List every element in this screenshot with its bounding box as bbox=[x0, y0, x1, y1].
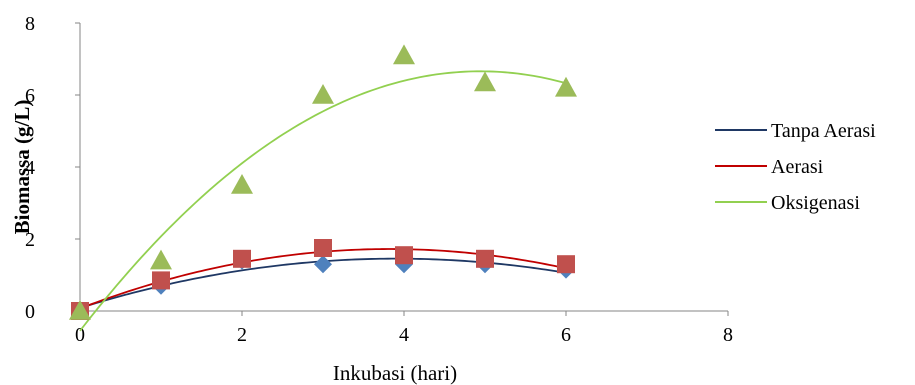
marker-aerasi bbox=[233, 249, 251, 268]
y-axis-title: Biomassa (g/L) bbox=[10, 100, 34, 235]
tick-labels: 0 2 4 6 8 0 2 4 6 8 bbox=[25, 13, 733, 346]
legend-label-tanpa-aerasi: Tanpa Aerasi bbox=[771, 120, 876, 142]
marker-tanpa-aerasi bbox=[314, 255, 332, 274]
marker-oksigenasi bbox=[474, 71, 496, 92]
marker-aerasi bbox=[476, 249, 494, 268]
marker-aerasi bbox=[152, 271, 170, 290]
y-tick-label: 6 bbox=[25, 85, 35, 107]
data-markers bbox=[69, 44, 577, 320]
marker-aerasi bbox=[395, 246, 413, 265]
legend-label-aerasi: Aerasi bbox=[771, 156, 824, 178]
marker-oksigenasi bbox=[555, 76, 577, 97]
x-tick-label: 8 bbox=[723, 324, 733, 346]
x-tick-label: 0 bbox=[75, 324, 85, 346]
marker-aerasi bbox=[557, 255, 575, 274]
y-tick-label: 0 bbox=[25, 301, 35, 323]
marker-oksigenasi bbox=[231, 174, 253, 194]
legend: Tanpa Aerasi Aerasi Oksigenasi bbox=[715, 120, 876, 214]
marker-oksigenasi bbox=[312, 84, 334, 104]
y-tick-label: 2 bbox=[25, 229, 35, 251]
x-tick-label: 4 bbox=[399, 324, 409, 346]
legend-label-oksigenasi: Oksigenasi bbox=[771, 192, 860, 214]
x-tick-label: 2 bbox=[237, 324, 247, 346]
x-tick-label: 6 bbox=[561, 324, 571, 346]
y-tick-label: 4 bbox=[25, 157, 35, 179]
trendlines bbox=[79, 70, 567, 332]
axes bbox=[75, 22, 729, 316]
marker-oksigenasi bbox=[150, 249, 172, 270]
marker-oksigenasi bbox=[69, 300, 91, 320]
y-tick-label: 8 bbox=[25, 13, 35, 35]
marker-oksigenasi bbox=[393, 44, 415, 65]
x-axis-title: Inkubasi (hari) bbox=[333, 361, 457, 385]
trendline-oksigenasi bbox=[79, 70, 567, 332]
marker-aerasi bbox=[314, 239, 332, 257]
